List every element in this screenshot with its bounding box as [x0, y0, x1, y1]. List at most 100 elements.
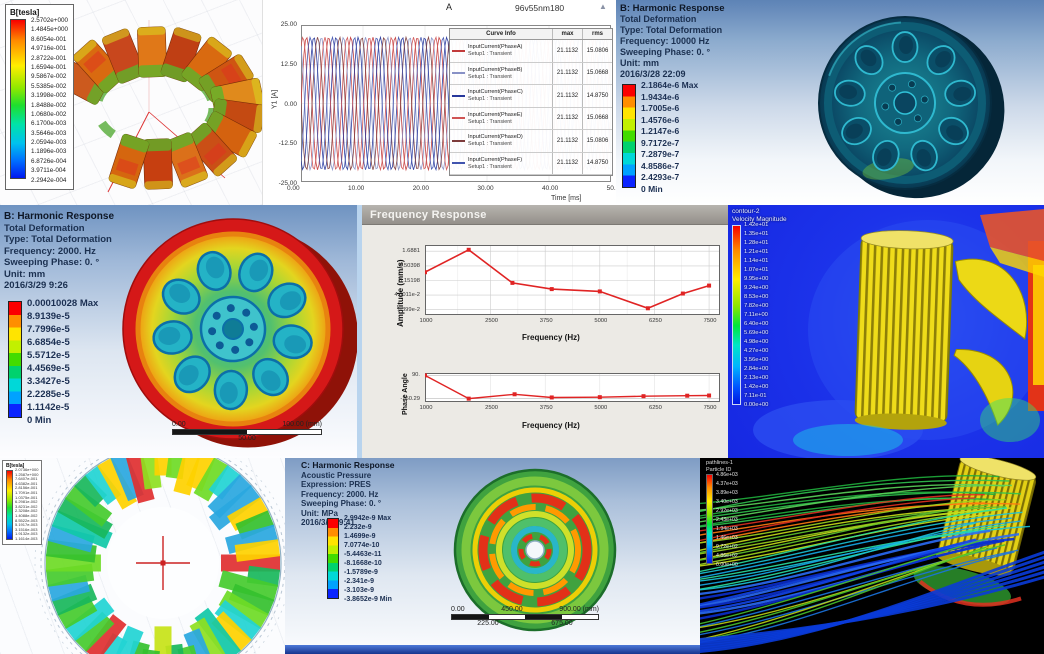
- legend-value: 9.95e+00: [744, 276, 769, 282]
- legend-value: 2.84e+00: [744, 366, 769, 372]
- scale-ruler: 0.00 450.00 900.00 (mm) 225.00 675.00: [451, 606, 599, 627]
- window-titlebar[interactable]: Frequency Response: [362, 205, 728, 225]
- frequency-axis-label: Frequency (Hz): [522, 421, 580, 430]
- curve-color-swatch: [452, 162, 465, 165]
- legend-value: 1.94e+03: [716, 526, 738, 532]
- legend-value: 8.53e+00: [744, 294, 769, 300]
- legend-value: -3.103e-9: [344, 587, 374, 594]
- legend-value: 2.9942e-9 Max: [344, 515, 392, 522]
- panel-harmonic-response-10000hz: B: Harmonic Response Total Deformation Typ…: [616, 0, 1044, 205]
- legend-values: 2.0736e+000 1.2587e+000 7.6407e-001 4.6382e…: [15, 467, 39, 542]
- info-line: Expression: PRES: [301, 480, 371, 489]
- legend-value: -5.4463e-11: [344, 551, 382, 558]
- legend-value: 7.7996e-5: [27, 324, 70, 335]
- curve-color-swatch: [452, 117, 465, 120]
- panel-current-plot: A 96v55nm180 ▲ Y1 [A] 25.00 12.50 0.00 -12.…: [262, 0, 616, 205]
- legend-value: 3.40e+03: [716, 499, 738, 505]
- legend-value: 7.0774e-10: [344, 542, 380, 549]
- phase-chart: [425, 373, 720, 402]
- collapse-icon[interactable]: ▲: [599, 2, 607, 11]
- info-line: Sweeping Phase: 0. °: [301, 499, 382, 508]
- legend-value: 2.3208e-002: [15, 508, 38, 514]
- legend-value: 1.9132e-003: [15, 531, 38, 537]
- curve-row: InputCurrent(PhaseA) Setup1 : Transient 21…: [450, 40, 612, 63]
- legend-value: 1.0680e-002: [31, 110, 67, 118]
- colorbar: [732, 225, 741, 405]
- info-line: Total Deformation: [4, 222, 85, 234]
- legend-value: 1.4088e-002: [15, 512, 38, 518]
- y-tick-label: 0.15198: [399, 277, 420, 284]
- legend-value: 2.0594e-003: [31, 139, 67, 147]
- colorbar: [622, 84, 636, 188]
- y-tick-label: 1.399e-2: [397, 306, 420, 313]
- y-tick-label: 4.6011e-2: [394, 292, 420, 299]
- legend-value: -2.341e-9: [344, 578, 374, 585]
- phase-x-ticks: 1000 2500 3750 5000 6250 7500: [420, 405, 720, 413]
- legend-subtitle: Velocity Magnitude: [732, 215, 787, 223]
- legend-value: 1.6594e-001: [31, 63, 67, 71]
- result-info-block: B: Harmonic Response Total Deformation Typ…: [620, 3, 725, 80]
- plot-title: 96v55nm180: [515, 3, 565, 13]
- legend-title: pathlines-1: [706, 460, 733, 466]
- legend-value: 8.9139e-5: [27, 311, 70, 322]
- plot-corner-label: A: [446, 2, 453, 12]
- phase-y-ticks: 90. -150.29: [388, 372, 422, 402]
- y-tick-label: -25.00: [278, 180, 297, 187]
- x-tick-label: 20.00: [412, 185, 429, 192]
- x-tick-label: 1000: [419, 318, 433, 324]
- legend-value: -3.8652e-9 Min: [344, 596, 392, 603]
- panel-velocity-contour: contour-2 Velocity Magnitude 1.42e+01 1.3…: [728, 205, 1044, 458]
- x-tick-label: 6250: [648, 318, 662, 324]
- legend-title: contour-2: [732, 208, 760, 215]
- info-line: Type: Total Deformation: [4, 234, 112, 245]
- legend-value: 7.82e+00: [744, 303, 769, 309]
- legend-value: 1.7005e-6: [641, 103, 680, 113]
- legend-value: 1.07e+01: [744, 267, 769, 273]
- legend-value: 3.8231e-002: [15, 503, 38, 509]
- streamlines-render: [700, 458, 1044, 653]
- ruler-label: 900.00 (mm): [559, 606, 599, 613]
- x-tick-label: 0.00: [287, 185, 300, 192]
- colorbar: [10, 19, 26, 179]
- x-tick-label: 7500: [703, 318, 717, 324]
- legend-value: 9.72e+02: [716, 544, 738, 550]
- legend-value: 0 Min: [27, 415, 52, 426]
- info-line: Type: Total Deformation: [620, 25, 723, 35]
- legend-value: 9.5867e-002: [31, 73, 67, 81]
- legend-values: 4.86e+03 4.37e+03 3.89e+03 3.40e+03 2.92e+03…: [716, 471, 738, 570]
- legend-value: 2.0736e+000: [15, 467, 39, 472]
- legend-value: 8.5522e-003: [15, 517, 38, 523]
- panel-rotor-field: B[tesla] 2.0736e+000 1.2587e+000 7.6407e-0…: [0, 458, 285, 654]
- legend-value: 1.1142e-5: [27, 402, 70, 413]
- gear-fan-contour-render: [753, 209, 1044, 458]
- scale-ruler: 0.00 100.00 (mm) 50.00: [172, 421, 322, 442]
- legend-value: 5.5385e-002: [31, 82, 67, 90]
- y-axis-ticks: 25.00 12.50 0.00 -12.50 -25.00: [269, 21, 297, 187]
- legend-value: 1.7091e-001: [15, 489, 38, 495]
- ruler-label: 675.00: [551, 620, 573, 627]
- legend-value: 0.00e+00: [744, 402, 769, 408]
- table-header: Curve Info max rms: [450, 29, 612, 40]
- particle-legend: pathlines-1 Particle ID 4.86e+03 4.37e+03…: [706, 460, 738, 570]
- legend-title: B[tesla]: [6, 463, 25, 469]
- legend-value: 8.6054e-001: [31, 35, 67, 43]
- legend-value: 1.2587e+000: [15, 471, 39, 477]
- legend-value: 6.1700e-003: [31, 120, 67, 128]
- legend-value: 1.46e+03: [716, 535, 738, 541]
- ruler-label: 225.00: [477, 620, 499, 627]
- x-tick-label: 2500: [485, 405, 498, 411]
- legend-value: 7.11e-01: [744, 393, 767, 399]
- legend-value: 2.43e+03: [716, 517, 738, 523]
- x-tick-label: 30.00: [477, 185, 494, 192]
- window-title: Frequency Response: [370, 208, 487, 221]
- window-bottom-edge: [285, 645, 700, 654]
- result-info-block: B: Harmonic Response Total Deformation Typ…: [4, 211, 114, 292]
- legend-value: 1.35e+01: [744, 231, 769, 237]
- legend-value: 2.4293e-7: [641, 172, 680, 182]
- legend-value: 1.42e+01: [744, 222, 769, 228]
- legend-value: 4.27e+00: [744, 348, 769, 354]
- legend-value: 1.2147e-6: [641, 126, 680, 136]
- x-tick-label: 5000: [594, 318, 608, 324]
- panel-harmonic-response-2000hz: B: Harmonic Response Total Deformation Typ…: [0, 205, 357, 458]
